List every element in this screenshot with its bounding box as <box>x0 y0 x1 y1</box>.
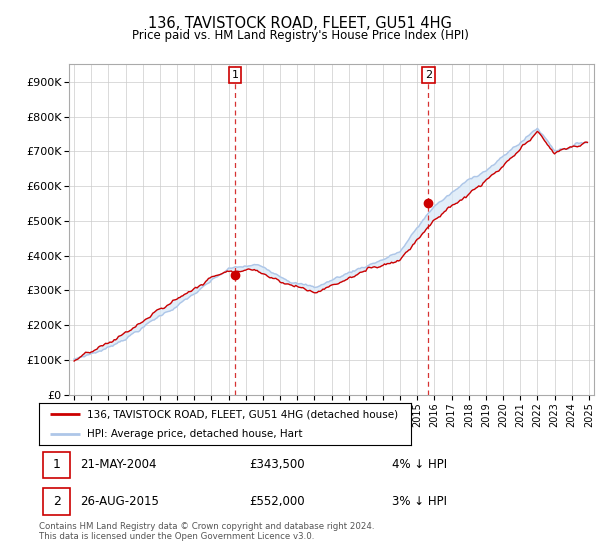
Text: 4% ↓ HPI: 4% ↓ HPI <box>392 458 448 472</box>
Text: Contains HM Land Registry data © Crown copyright and database right 2024.
This d: Contains HM Land Registry data © Crown c… <box>39 522 374 542</box>
FancyBboxPatch shape <box>43 488 70 515</box>
Text: 1: 1 <box>53 458 61 472</box>
Text: 2: 2 <box>53 494 61 508</box>
Text: £343,500: £343,500 <box>249 458 304 472</box>
FancyBboxPatch shape <box>43 451 70 478</box>
Text: 3% ↓ HPI: 3% ↓ HPI <box>392 494 447 508</box>
Text: 21-MAY-2004: 21-MAY-2004 <box>80 458 157 472</box>
Text: 2: 2 <box>425 70 432 80</box>
Text: 136, TAVISTOCK ROAD, FLEET, GU51 4HG (detached house): 136, TAVISTOCK ROAD, FLEET, GU51 4HG (de… <box>88 409 398 419</box>
Text: HPI: Average price, detached house, Hart: HPI: Average price, detached house, Hart <box>88 430 303 439</box>
Text: 136, TAVISTOCK ROAD, FLEET, GU51 4HG: 136, TAVISTOCK ROAD, FLEET, GU51 4HG <box>148 16 452 31</box>
Text: 1: 1 <box>232 70 239 80</box>
Text: Price paid vs. HM Land Registry's House Price Index (HPI): Price paid vs. HM Land Registry's House … <box>131 29 469 42</box>
Text: £552,000: £552,000 <box>249 494 304 508</box>
Text: 26-AUG-2015: 26-AUG-2015 <box>80 494 159 508</box>
